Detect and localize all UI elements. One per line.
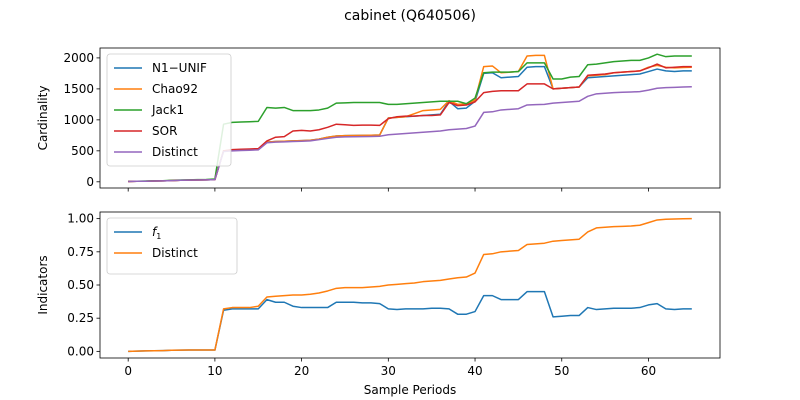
legend-label-main: f	[152, 225, 158, 239]
x-tick-label: 50	[554, 364, 569, 378]
chart-panel-1: 0 500 1000 1500 2000 Cardinality N1−UNIF Chao92…	[36, 47, 721, 192]
x-tick-label: 20	[294, 364, 309, 378]
figure-title: cabinet (Q640506)	[344, 8, 476, 24]
legend-box	[106, 53, 232, 167]
y-tick-label: 0.75	[67, 245, 94, 259]
x-tick-label: 40	[467, 364, 482, 378]
legend-label: Distinct	[152, 145, 198, 159]
legend-label: f1	[152, 225, 161, 241]
chart-panel-2: 0 10 20 30 40 50 60 0.00 0.25 0.50 0.75 1.00 Indicat…	[36, 211, 721, 397]
legend-label: N1−UNIF	[152, 61, 207, 75]
legend-label-sub: 1	[156, 232, 161, 241]
x-axis-label: Sample Periods	[364, 383, 456, 397]
y-axis-label: Cardinality	[36, 86, 50, 151]
legend: N1−UNIF Chao92 Jack1 SOR Distinct	[106, 53, 232, 167]
y-tick-label: 500	[71, 144, 94, 158]
legend-label: SOR	[152, 124, 177, 138]
y-tick-label: 1500	[63, 82, 94, 96]
legend-label: Distinct	[152, 246, 198, 260]
y-tick-label: 1.00	[67, 212, 94, 226]
y-tick-label: 0.25	[67, 311, 94, 325]
y-tick-label: 0.00	[67, 344, 94, 358]
y-tick-label: 0.50	[67, 278, 94, 292]
x-tick-label: 30	[381, 364, 396, 378]
plot-frame	[99, 47, 721, 189]
y-tick-label: 0	[86, 175, 94, 189]
y-tick-label: 2000	[63, 51, 94, 65]
legend-label: Jack1	[151, 103, 184, 117]
legend: f1 Distinct	[106, 217, 238, 275]
x-tick-label: 10	[207, 364, 222, 378]
legend-label: Chao92	[152, 82, 198, 96]
x-tick-label: 60	[641, 364, 656, 378]
y-tick-label: 1000	[63, 113, 94, 127]
series-line-distinct	[128, 217, 692, 353]
x-tick-label: 0	[124, 364, 132, 378]
y-axis-label: Indicators	[36, 255, 50, 314]
series-line-f1	[128, 290, 692, 353]
